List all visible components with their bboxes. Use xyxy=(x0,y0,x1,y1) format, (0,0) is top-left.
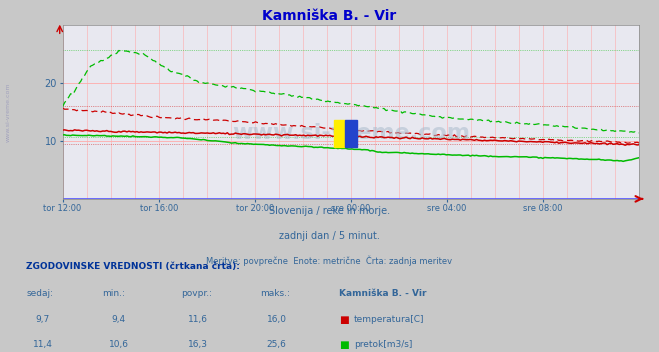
Bar xyxy=(333,120,345,146)
Text: Kamniška B. - Vir: Kamniška B. - Vir xyxy=(262,9,397,23)
Text: 11,6: 11,6 xyxy=(188,315,208,324)
Text: Meritve: povprečne  Enote: metrične  Črta: zadnja meritev: Meritve: povprečne Enote: metrične Črta:… xyxy=(206,255,453,266)
Text: Kamniška B. - Vir: Kamniška B. - Vir xyxy=(339,289,427,298)
Text: www.si-vreme.com: www.si-vreme.com xyxy=(6,82,11,142)
Text: 9,4: 9,4 xyxy=(111,315,126,324)
Text: 10,6: 10,6 xyxy=(109,340,129,349)
Text: temperatura[C]: temperatura[C] xyxy=(354,315,424,324)
Text: 16,0: 16,0 xyxy=(267,315,287,324)
Text: min.:: min.: xyxy=(102,289,125,298)
Text: www.si-vreme.com: www.si-vreme.com xyxy=(232,122,470,143)
Text: povpr.:: povpr.: xyxy=(181,289,212,298)
Text: ZGODOVINSKE VREDNOSTI (črtkana črta):: ZGODOVINSKE VREDNOSTI (črtkana črta): xyxy=(26,262,241,271)
Text: zadnji dan / 5 minut.: zadnji dan / 5 minut. xyxy=(279,231,380,240)
Text: 9,7: 9,7 xyxy=(36,315,50,324)
Bar xyxy=(345,120,357,146)
Text: 25,6: 25,6 xyxy=(267,340,287,349)
Text: 16,3: 16,3 xyxy=(188,340,208,349)
Text: Slovenija / reke in morje.: Slovenija / reke in morje. xyxy=(269,206,390,216)
Text: 11,4: 11,4 xyxy=(33,340,53,349)
Text: maks.:: maks.: xyxy=(260,289,290,298)
Text: ■: ■ xyxy=(339,315,349,325)
Text: pretok[m3/s]: pretok[m3/s] xyxy=(354,340,413,349)
Text: ■: ■ xyxy=(339,340,349,350)
Text: sedaj:: sedaj: xyxy=(26,289,53,298)
